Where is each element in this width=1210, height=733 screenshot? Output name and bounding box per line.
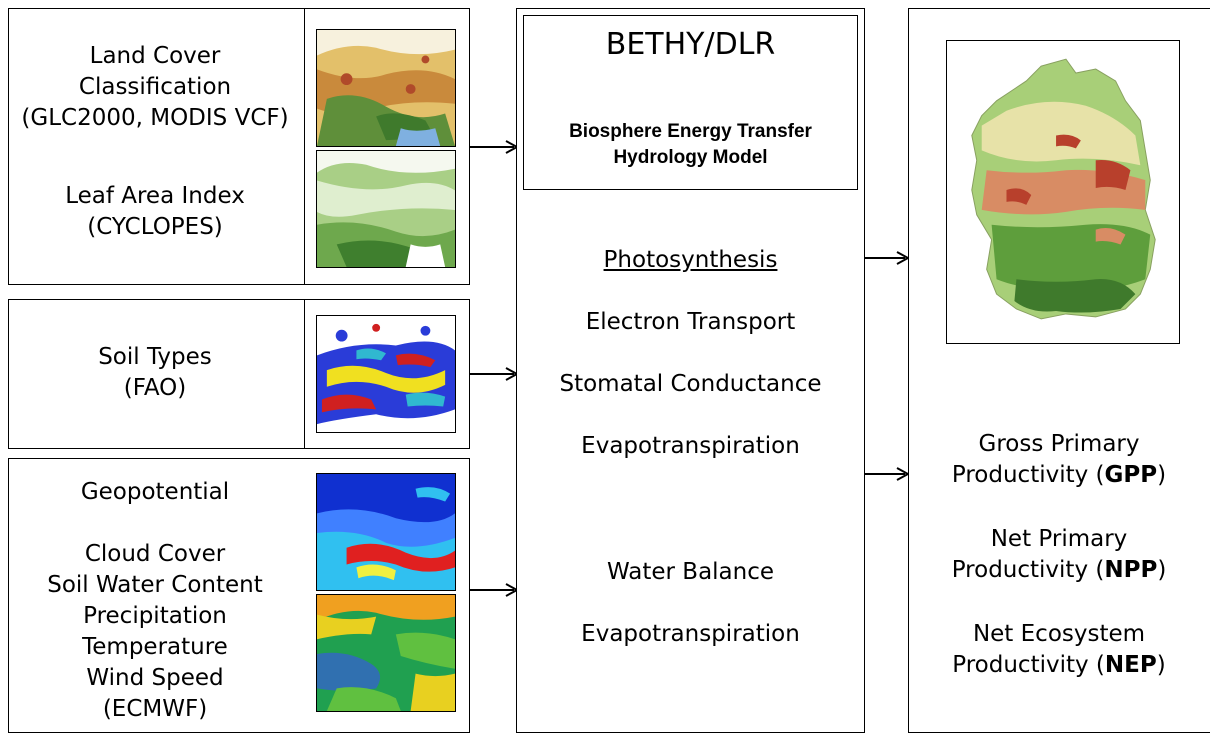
land-cover-label: Land Cover Classification (GLC2000, MODI… — [12, 41, 298, 134]
arrow-land-cover-to-model — [470, 140, 520, 154]
npp-suffix: ) — [1157, 557, 1167, 583]
soil-box-frame — [8, 299, 470, 449]
model-title-box — [523, 15, 858, 190]
model-subtitle-line-2: Hydrology Model — [613, 147, 768, 168]
meteo-line-6: (ECMWF) — [102, 696, 208, 722]
meteo-line-3: Precipitation — [83, 603, 227, 629]
model-subtitle-line-1: Biosphere Energy Transfer — [569, 121, 812, 142]
land-cover-line-3: (GLC2000, MODIS VCF) — [21, 105, 289, 131]
evapotranspiration-label-2: Evapotranspiration — [581, 621, 800, 647]
model-title: BETHY/DLR — [605, 27, 776, 62]
nep-prefix: Productivity ( — [952, 652, 1105, 678]
npp-line-1: Net Primary — [990, 526, 1128, 552]
nep-line-2: Productivity (NEP) — [908, 650, 1210, 681]
soil-line-2: (FAO) — [123, 375, 187, 401]
soil-map-thumbnail — [316, 315, 456, 433]
arrow-soil-to-model — [470, 367, 520, 381]
photosynthesis-label: Photosynthesis — [603, 247, 778, 273]
electron-transport-label: Electron Transport — [585, 309, 796, 335]
model-subtitle: Biosphere Energy Transfer Hydrology Mode… — [523, 119, 858, 171]
lai-line-1: Leaf Area Index — [65, 183, 245, 209]
gpp-suffix: ) — [1157, 462, 1167, 488]
geopotential-label: Geopotential — [80, 479, 230, 505]
arrow-evapotranspiration-to-outputs — [865, 467, 910, 481]
germany-map-graphic — [971, 58, 1156, 320]
lai-map-graphic — [317, 151, 455, 267]
evapotranspiration-label-1: Evapotranspiration — [581, 433, 800, 459]
soil-line-1: Soil Types — [98, 344, 212, 370]
meteo-map-graphic — [317, 595, 455, 711]
land-cover-map-graphic — [317, 30, 455, 146]
npp-label: Net Primary Productivity (NPP) — [908, 524, 1210, 586]
arrow-photosynthesis-to-map — [865, 251, 910, 265]
stomatal-conductance-label: Stomatal Conductance — [559, 371, 822, 397]
gpp-line-1: Gross Primary — [978, 431, 1140, 457]
meteo-line-4: Temperature — [82, 634, 228, 660]
gpp-line-2: Productivity (GPP) — [908, 460, 1210, 491]
geopotential-map-thumbnail — [316, 473, 456, 591]
meteo-line-2: Soil Water Content — [47, 572, 263, 598]
arrow-meteo-to-model — [470, 583, 520, 597]
geopotential-map-graphic — [317, 474, 455, 590]
germany-productivity-map — [946, 40, 1180, 344]
gpp-prefix: Productivity ( — [951, 462, 1105, 488]
land-cover-lai-box-frame — [8, 8, 470, 285]
land-cover-line-2: Classification — [78, 74, 232, 100]
npp-prefix: Productivity ( — [951, 557, 1105, 583]
nep-suffix: ) — [1156, 652, 1166, 678]
soil-label: Soil Types (FAO) — [12, 342, 298, 404]
nep-abbreviation: NEP — [1104, 652, 1157, 678]
lai-map-thumbnail — [316, 150, 456, 268]
meteo-line-1: Cloud Cover — [84, 541, 226, 567]
nep-line-1: Net Ecosystem — [972, 621, 1146, 647]
nep-label: Net Ecosystem Productivity (NEP) — [908, 619, 1210, 681]
soil-box — [8, 299, 305, 449]
gpp-abbreviation: GPP — [1104, 462, 1158, 488]
meteo-line-5: Wind Speed — [86, 665, 224, 691]
soil-map-graphic — [317, 316, 455, 432]
lai-line-2: (CYCLOPES) — [87, 214, 223, 240]
meteo-variables-label: Cloud Cover Soil Water Content Precipita… — [12, 539, 298, 725]
lai-label: Leaf Area Index (CYCLOPES) — [12, 181, 298, 243]
land-cover-lai-box — [8, 8, 305, 285]
npp-line-2: Productivity (NPP) — [908, 555, 1210, 586]
npp-abbreviation: NPP — [1104, 557, 1158, 583]
water-balance-label: Water Balance — [606, 559, 775, 585]
gpp-label: Gross Primary Productivity (GPP) — [908, 429, 1210, 491]
land-cover-line-1: Land Cover — [89, 43, 221, 69]
meteo-map-thumbnail — [316, 594, 456, 712]
land-cover-map-thumbnail — [316, 29, 456, 147]
